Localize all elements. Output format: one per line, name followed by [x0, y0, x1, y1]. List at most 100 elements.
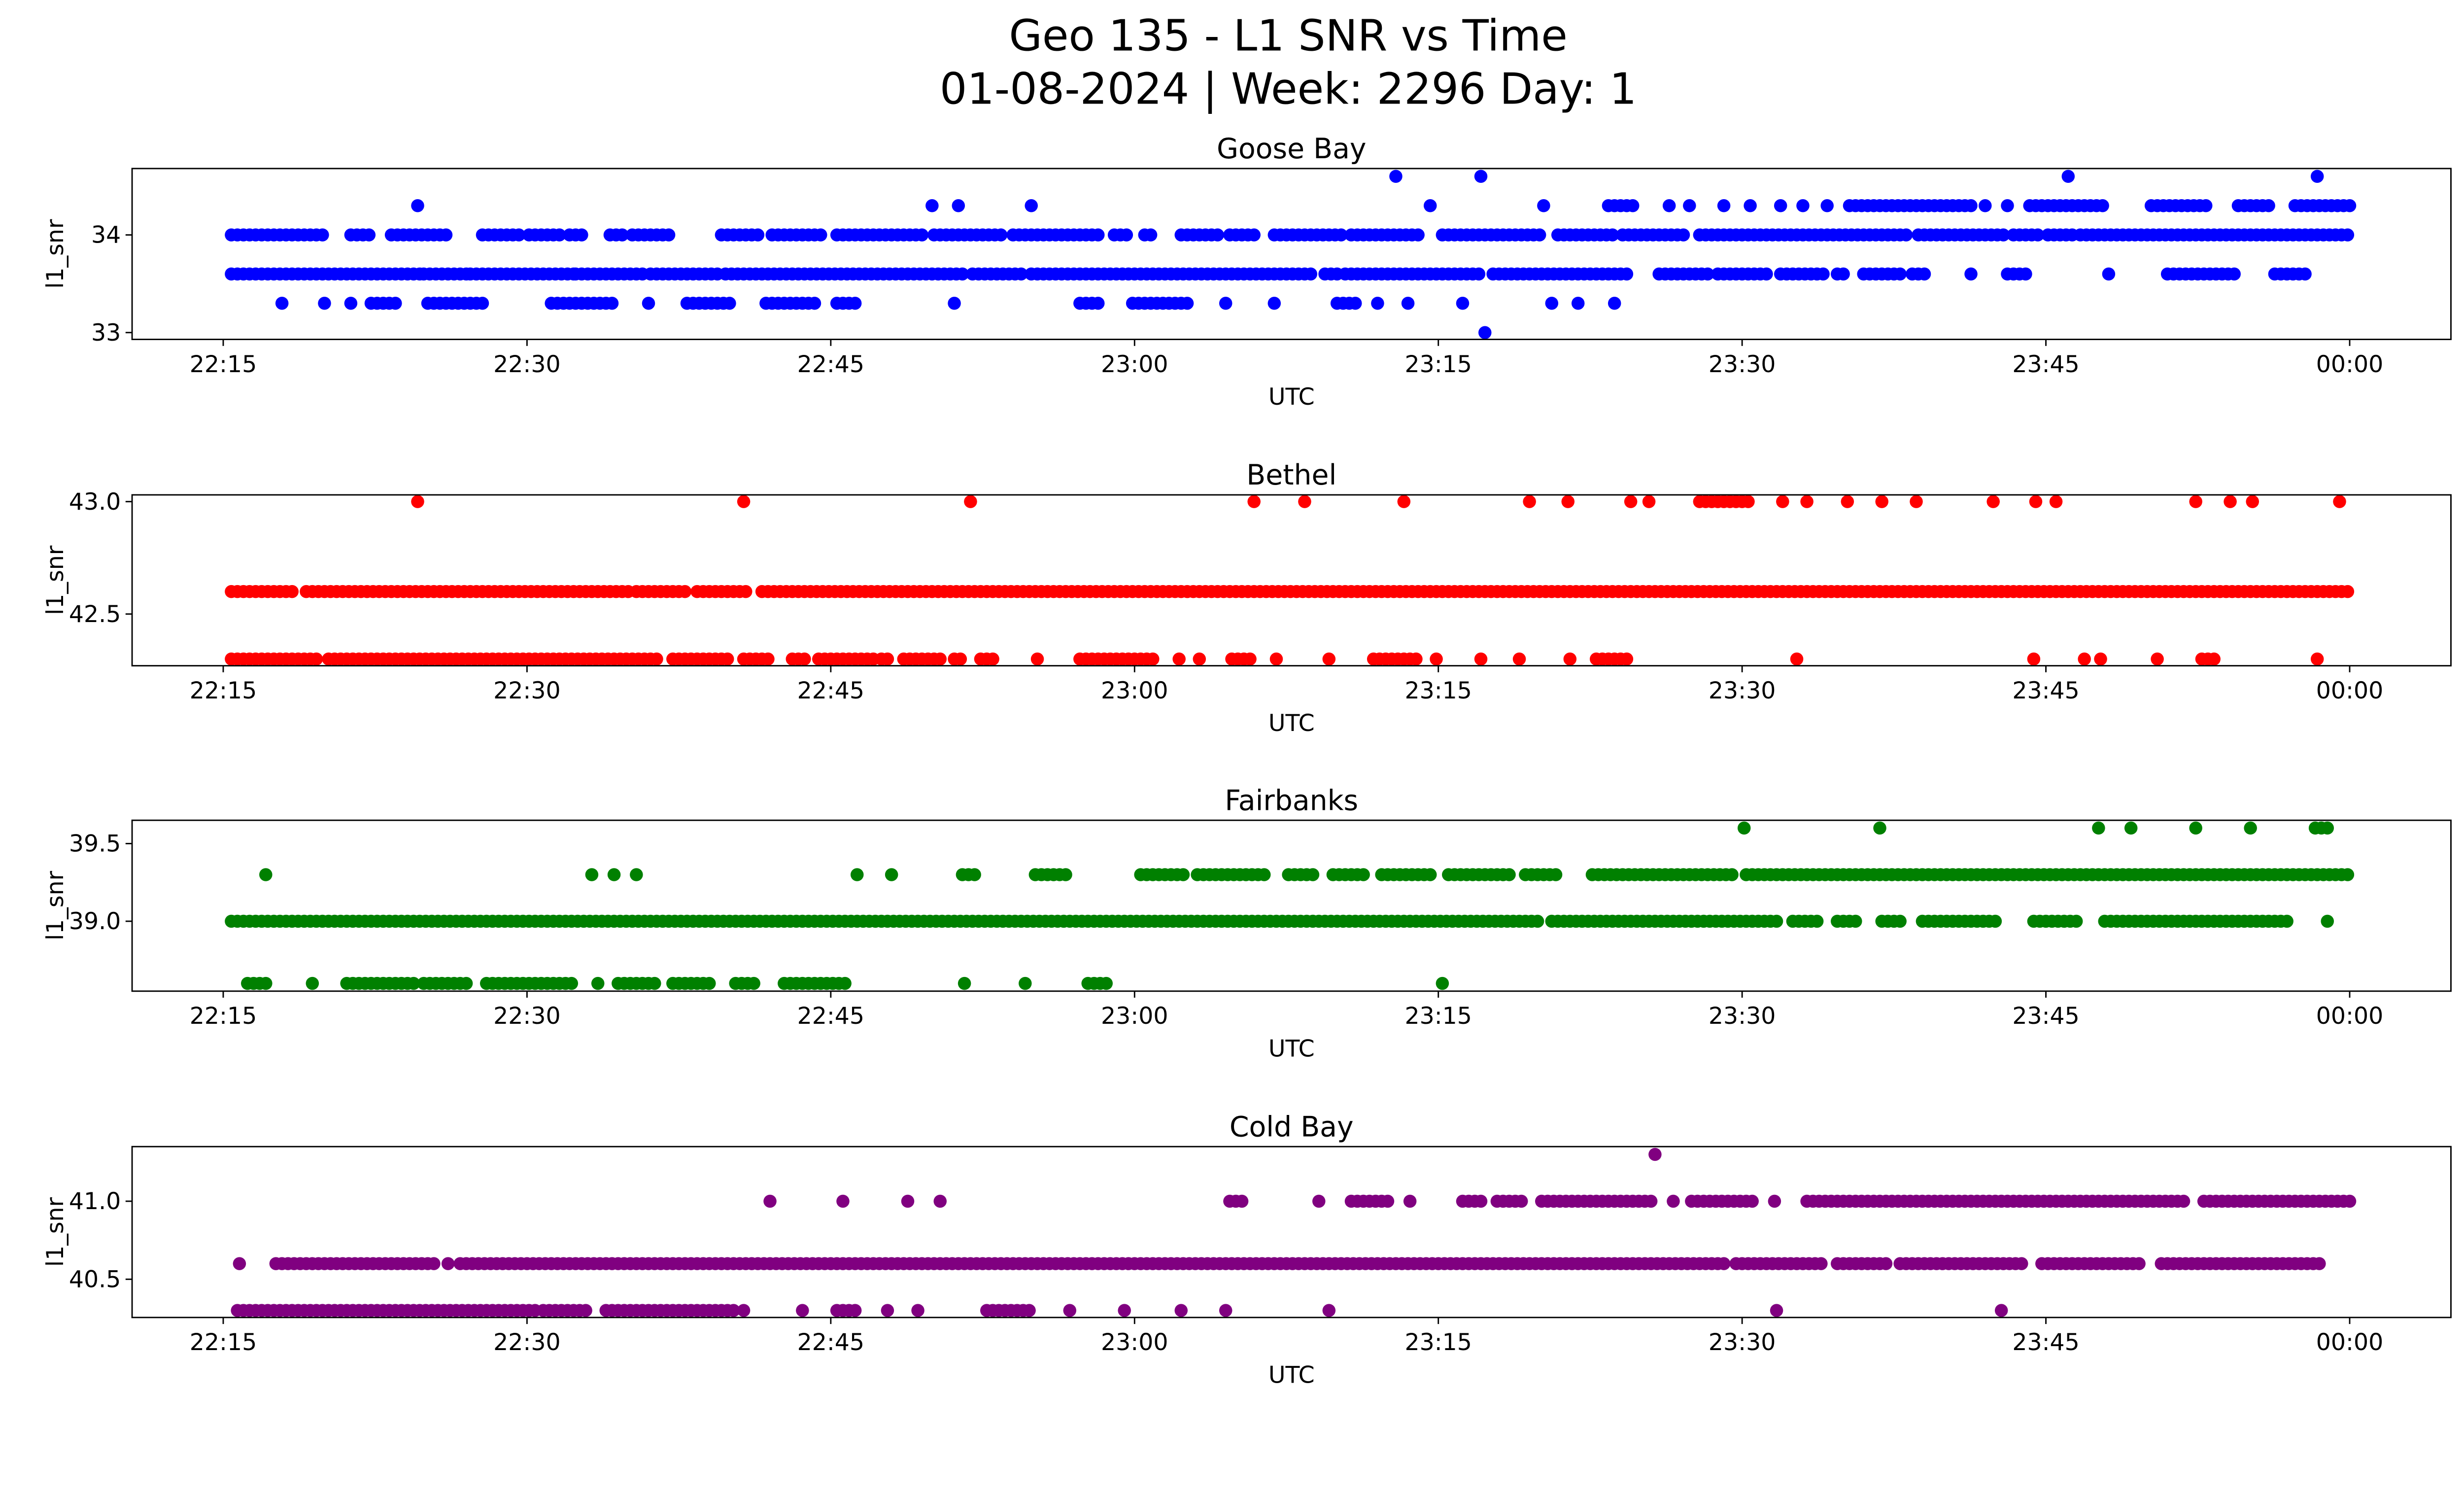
data-point — [933, 652, 947, 666]
data-point — [605, 297, 619, 310]
data-point — [2262, 199, 2275, 212]
data-point — [2343, 1194, 2357, 1208]
data-point — [1219, 1304, 1232, 1317]
data-point — [642, 297, 655, 310]
data-point — [2019, 267, 2032, 281]
x-tick-label: 23:00 — [1101, 1329, 1168, 1356]
x-tick-label: 23:00 — [1101, 1003, 1168, 1030]
x-tick-label: 23:15 — [1404, 1003, 1472, 1030]
x-tick-label: 23:30 — [1709, 677, 1776, 704]
data-point — [1776, 495, 1789, 508]
data-point — [1092, 228, 1105, 242]
data-point — [2027, 652, 2041, 666]
subplot-goose-bay: Goose Bay 22:15 22:30 22:45 23:00 23:15 23:30 2… — [42, 133, 2452, 411]
data-point — [678, 585, 692, 598]
data-point — [1118, 1304, 1131, 1317]
data-point — [2280, 914, 2293, 928]
y-tick-label: 33 — [91, 319, 121, 347]
y-tick-label: 43.0 — [69, 488, 121, 516]
data-point — [1174, 1304, 1188, 1317]
data-point — [316, 228, 329, 242]
x-tick-label: 23:30 — [1709, 351, 1776, 378]
data-point — [2321, 821, 2334, 835]
x-tick-label: 23:15 — [1404, 1329, 1472, 1356]
scatter-points — [225, 170, 2357, 340]
y-tick-label: 42.5 — [69, 601, 121, 628]
data-point — [439, 228, 453, 242]
data-point — [1322, 652, 1336, 666]
figure: Geo 135 - L1 SNR vs Time 01-08-2024 | We… — [41, 10, 2452, 1389]
data-point — [565, 976, 579, 990]
data-point — [1626, 199, 1640, 212]
scatter-points — [225, 821, 2355, 990]
data-point — [2189, 495, 2202, 508]
data-point — [1456, 297, 1470, 310]
data-point — [1533, 228, 1546, 242]
data-point — [309, 652, 323, 666]
data-point — [1298, 495, 1311, 508]
data-point — [838, 976, 852, 990]
data-point — [275, 297, 289, 310]
data-point — [1474, 1194, 1488, 1208]
data-point — [1523, 495, 1536, 508]
data-point — [1304, 267, 1318, 281]
data-point — [512, 228, 526, 242]
x-tick-label: 22:15 — [190, 1003, 257, 1030]
data-point — [459, 976, 473, 990]
data-point — [2343, 199, 2357, 212]
axes-frame — [131, 494, 2452, 667]
data-point — [2001, 199, 2014, 212]
subplot-cold-bay: Cold Bay 22:15 22:30 22:45 23:00 23:15 23:30 23… — [42, 1111, 2452, 1389]
data-point — [1873, 821, 1886, 835]
data-point — [1269, 652, 1283, 666]
data-point — [1257, 868, 1271, 881]
data-point — [1768, 1194, 1781, 1208]
data-point — [933, 1194, 947, 1208]
data-point — [579, 1304, 592, 1317]
data-point — [411, 199, 424, 212]
data-point — [1474, 652, 1488, 666]
data-point — [737, 1304, 751, 1317]
x-tick-label: 00:00 — [2316, 1003, 2383, 1030]
data-point — [1917, 267, 1931, 281]
data-point — [362, 228, 376, 242]
data-point — [885, 868, 898, 881]
data-point — [1979, 199, 1992, 212]
data-point — [1436, 976, 1449, 990]
data-point — [1770, 1304, 1783, 1317]
data-point — [1796, 199, 1810, 212]
data-point — [798, 652, 811, 666]
data-point — [2078, 652, 2091, 666]
data-point — [1810, 914, 1824, 928]
x-tick-label: 22:45 — [797, 1003, 864, 1030]
data-point — [1099, 976, 1113, 990]
data-point — [1737, 821, 1751, 835]
data-point — [2298, 267, 2312, 281]
data-point — [1019, 976, 1032, 990]
data-point — [723, 297, 736, 310]
data-point — [1996, 228, 2010, 242]
data-point — [1401, 297, 1415, 310]
data-point — [306, 976, 319, 990]
x-tick-label: 22:30 — [493, 351, 560, 378]
data-point — [2029, 495, 2043, 508]
data-point — [2015, 1257, 2028, 1270]
data-point — [2189, 821, 2202, 835]
data-point — [2177, 1194, 2190, 1208]
data-point — [911, 1304, 924, 1317]
data-point — [1677, 228, 1690, 242]
data-point — [2094, 652, 2107, 666]
data-point — [2341, 228, 2355, 242]
x-tick-label: 00:00 — [2316, 1329, 2383, 1356]
figure-title-line1: Geo 135 - L1 SNR vs Time — [1009, 10, 1567, 61]
data-point — [1642, 495, 1656, 508]
data-point — [389, 297, 402, 310]
y-tick-label: 40.5 — [69, 1266, 121, 1293]
data-point — [1644, 1194, 1658, 1208]
data-point — [739, 585, 753, 598]
data-point — [318, 297, 331, 310]
x-tick-label: 22:45 — [797, 351, 864, 378]
y-axis-label: l1_snr — [42, 219, 69, 289]
data-point — [1144, 228, 1158, 242]
data-point — [1683, 199, 1696, 212]
